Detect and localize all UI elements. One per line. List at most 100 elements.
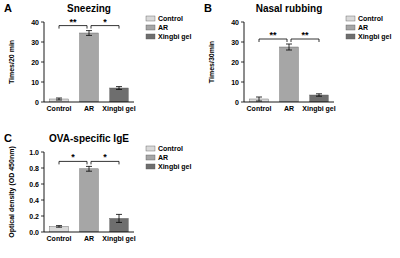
y-tick-label: 0 — [35, 99, 39, 106]
error-bar — [256, 97, 262, 101]
x-tick-label: Xingbi gel — [102, 235, 136, 243]
error-cap — [316, 93, 322, 94]
x-tick-label: Xingbi gel — [302, 105, 336, 113]
error-bar — [116, 214, 122, 222]
significance-label: ** — [269, 30, 277, 40]
legend-swatch — [346, 34, 355, 39]
y-tick-label: 20 — [231, 59, 239, 66]
error-line — [289, 44, 290, 50]
legend-label: AR — [158, 24, 168, 31]
bar — [50, 226, 69, 232]
error-cap — [86, 171, 92, 172]
legend-label: Control — [358, 15, 383, 22]
title: Sneezing — [67, 3, 111, 14]
error-cap — [56, 100, 62, 101]
y-axis-label: Times/30min — [208, 41, 215, 83]
x-tick-label: AR — [84, 105, 94, 112]
error-cap — [56, 225, 62, 226]
legend-swatch — [146, 146, 155, 151]
legend-label: AR — [358, 24, 368, 31]
error-cap — [316, 96, 322, 97]
significance-label: ** — [301, 30, 309, 40]
legend-label: Xingbi gel — [358, 33, 392, 41]
title: OVA-specific IgE — [49, 133, 129, 144]
significance-label: ** — [69, 17, 77, 27]
y-axis-label: Optical density (OD 450nm) — [8, 146, 16, 237]
x-tick-label: AR — [84, 235, 94, 242]
error-bar — [86, 166, 92, 171]
x-axis — [244, 102, 334, 103]
y-axis — [44, 22, 45, 102]
error-bar — [56, 98, 62, 100]
error-cap — [116, 86, 122, 87]
y-tick-label: 40 — [31, 19, 39, 26]
error-cap — [56, 227, 62, 228]
legend-label: Control — [158, 15, 183, 22]
error-line — [119, 87, 120, 90]
y-tick-label: 30 — [231, 39, 239, 46]
legend-swatch — [146, 25, 155, 30]
title: Nasal rubbing — [256, 3, 323, 14]
bars — [250, 44, 329, 102]
y-tick-label: 1.0 — [29, 149, 39, 156]
error-cap — [286, 44, 292, 45]
panel-label: A — [4, 2, 12, 14]
y-tick-label: 10 — [231, 79, 239, 86]
y-axis — [44, 152, 45, 232]
x-tick-label: AR — [284, 105, 294, 112]
panel-label: C — [4, 132, 12, 144]
x-axis — [44, 102, 134, 103]
legend-label: AR — [158, 154, 168, 161]
error-line — [119, 214, 120, 222]
bar — [280, 47, 299, 102]
panel: B Nasal rubbing Times/30min 0 10 20 30 40 Contro… — [204, 2, 392, 113]
error-cap — [286, 50, 292, 51]
legend-swatch — [346, 25, 355, 30]
error-cap — [116, 222, 122, 223]
error-cap — [86, 30, 92, 31]
error-line — [259, 97, 260, 101]
error-line — [89, 166, 90, 171]
bar — [310, 95, 329, 102]
legend-label: Control — [158, 145, 183, 152]
legend-swatch — [146, 16, 155, 21]
error-cap — [256, 97, 262, 98]
error-bar — [56, 226, 62, 228]
y-tick-label: 0.0 — [29, 229, 39, 236]
y-tick-label: 40 — [231, 19, 239, 26]
error-cap — [256, 101, 262, 102]
y-axis — [244, 22, 245, 102]
error-cap — [56, 98, 62, 99]
legend-swatch — [146, 155, 155, 160]
error-bar — [86, 31, 92, 36]
y-tick-label: 20 — [31, 59, 39, 66]
error-cap — [116, 214, 122, 215]
x-tick-label: Xingbi gel — [102, 105, 136, 113]
x-axis — [44, 232, 134, 233]
y-tick-label: 10 — [31, 79, 39, 86]
x-tick-label: Control — [47, 105, 72, 112]
y-tick-label: 0.6 — [29, 181, 39, 188]
y-tick-label: 0.4 — [29, 197, 39, 204]
error-cap — [86, 35, 92, 36]
error-cap — [116, 89, 122, 90]
y-tick-label: 0.2 — [29, 213, 39, 220]
legend-label: Xingbi gel — [158, 33, 192, 41]
x-tick-label: Control — [47, 235, 72, 242]
error-bar — [286, 44, 292, 50]
legend-swatch — [146, 164, 155, 169]
y-axis-label: Times/20 min — [8, 40, 15, 84]
panel: ASneezingTimes/20 min010203040ControlARX… — [4, 2, 192, 113]
x-tick-label: Control — [247, 105, 272, 112]
y-tick-label: 0.8 — [29, 165, 39, 172]
panel: C OVA-specific IgE Optical density (OD 450… — [4, 132, 192, 243]
bar — [80, 169, 99, 232]
panel-label: B — [204, 2, 212, 14]
legend-swatch — [346, 16, 355, 21]
significance-label: * — [103, 152, 107, 162]
y-tick-label: 0 — [235, 99, 239, 106]
figure: A Sneezing Times/20 min 0 10 20 30 40 Control AR X… — [0, 0, 400, 258]
bars — [50, 31, 129, 102]
bar — [110, 88, 129, 102]
error-bar — [116, 87, 122, 90]
